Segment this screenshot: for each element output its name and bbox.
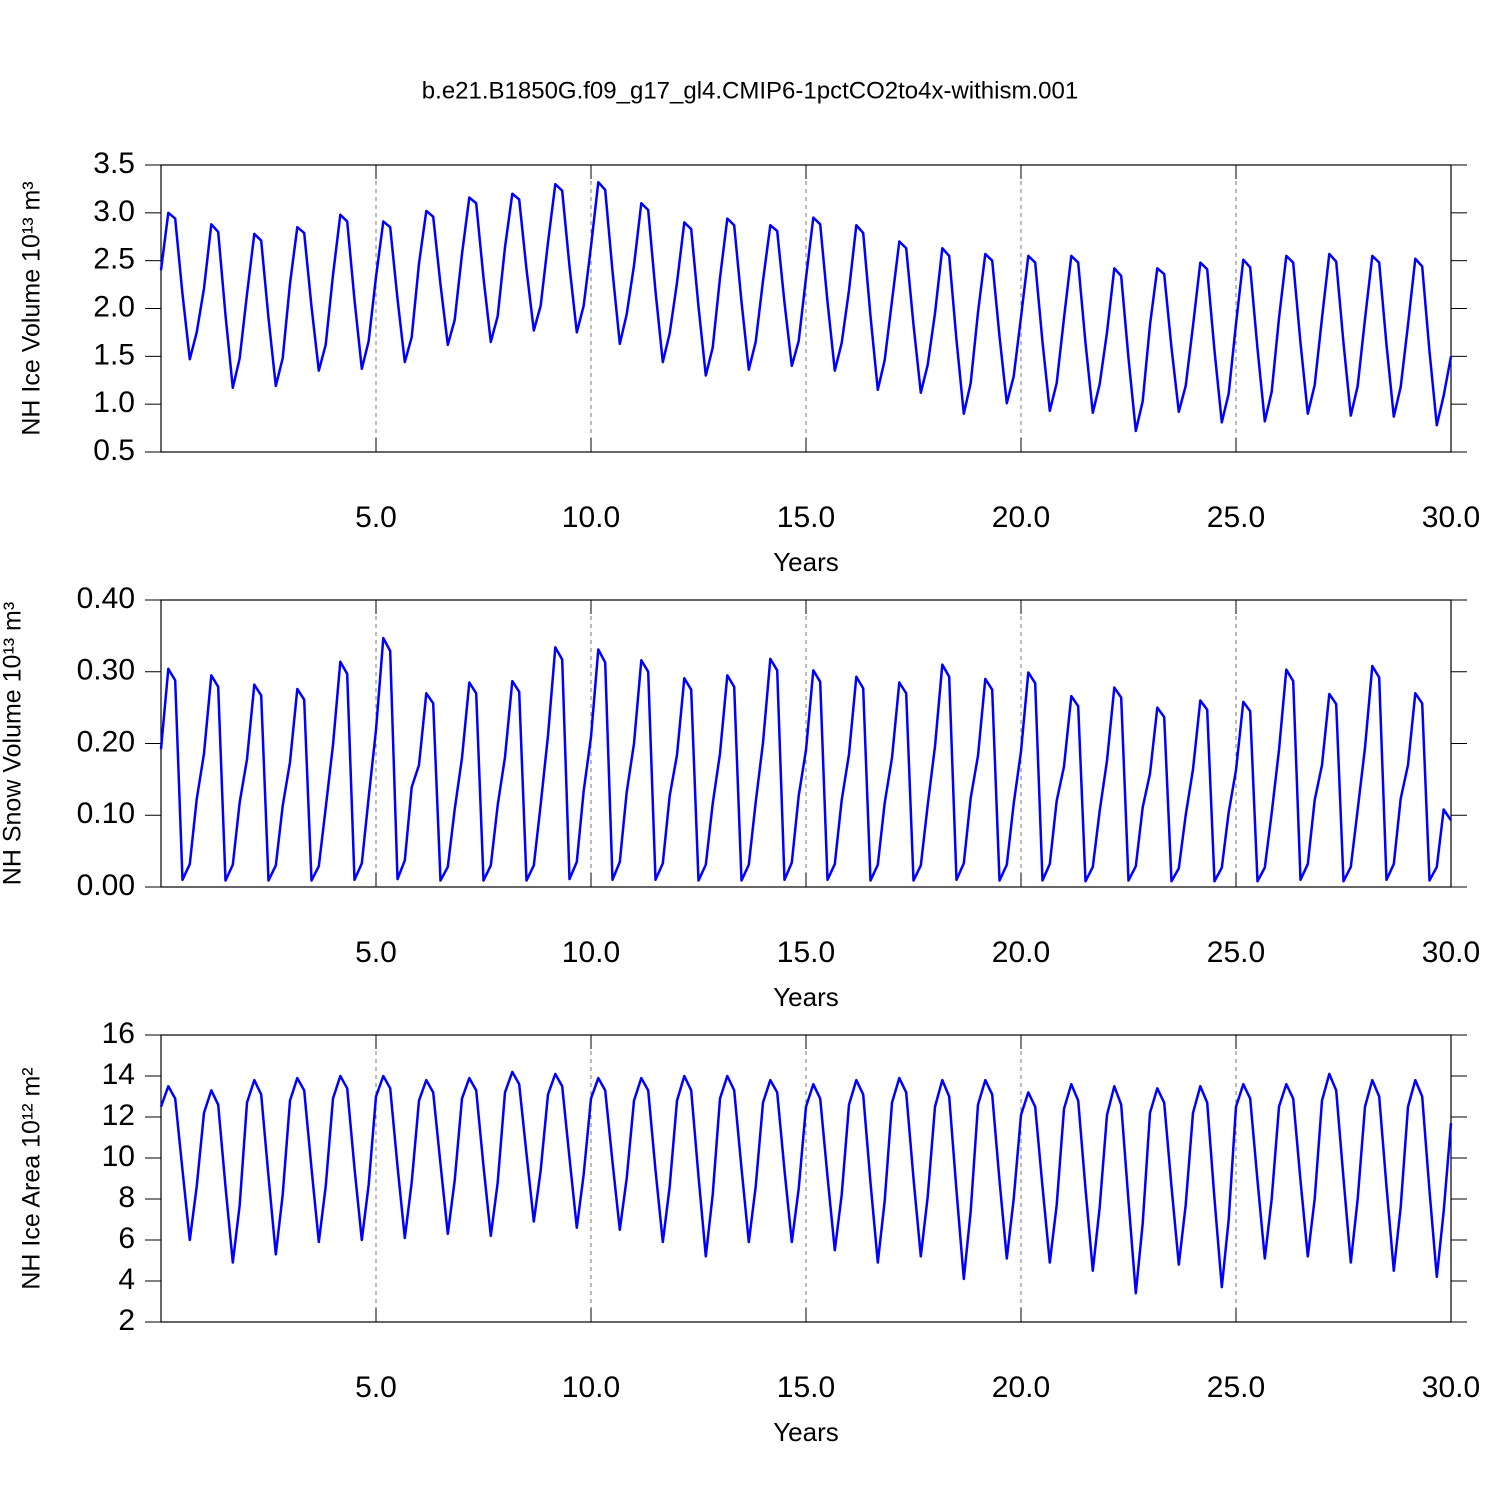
y-tick-label: 10 [102,1140,135,1173]
x-tick-label: 5.0 [355,936,397,969]
y-axis-label: NH Ice Area 10¹² m² [18,1067,46,1289]
x-tick-label: 25.0 [1207,1371,1265,1404]
y-tick-label: 0.00 [77,869,135,902]
x-tick-label: 25.0 [1207,936,1265,969]
x-tick-label: 5.0 [355,501,397,534]
figure-title: b.e21.B1850G.f09_g17_gl4.CMIP6-1pctCO2to… [422,77,1078,104]
data-line [159,636,1453,883]
x-tick-label: 30.0 [1422,501,1480,534]
x-tick-label: 15.0 [777,936,835,969]
x-tick-label: 20.0 [992,936,1050,969]
x-tick-label: 20.0 [992,501,1050,534]
x-tick-label: 5.0 [355,1371,397,1404]
y-tick-label: 14 [102,1058,135,1091]
x-tick-label: 30.0 [1422,1371,1480,1404]
y-tick-label: 2.0 [93,290,135,323]
plot-frame [160,1034,1452,1323]
y-axis-label: NH Snow Volume 10¹³ m³ [0,602,27,885]
data-line [159,180,1453,433]
x-tick-label: 25.0 [1207,501,1265,534]
plot-frame [160,164,1452,453]
x-axis-label: Years [773,547,839,577]
y-tick-label: 2 [118,1304,135,1337]
y-tick-label: 0.10 [77,797,135,830]
y-tick-label: 16 [102,1017,135,1050]
x-tick-label: 30.0 [1422,936,1480,969]
y-tick-label: 1.0 [93,386,135,419]
y-tick-label: 12 [102,1099,135,1132]
data-line [159,1070,1453,1295]
y-tick-label: 8 [118,1181,135,1214]
x-tick-label: 10.0 [562,501,620,534]
y-tick-label: 0.5 [93,434,135,467]
y-tick-label: 0.40 [77,582,135,615]
y-tick-label: 3.0 [93,195,135,228]
y-tick-label: 4 [118,1263,135,1296]
x-tick-label: 10.0 [562,936,620,969]
x-tick-label: 10.0 [562,1371,620,1404]
y-tick-label: 0.20 [77,725,135,758]
x-axis-label: Years [773,1417,839,1447]
y-axis-label: NH Ice Volume 10¹³ m³ [18,181,46,435]
y-tick-label: 2.5 [93,243,135,276]
x-axis-label: Years [773,982,839,1012]
y-tick-label: 1.5 [93,338,135,371]
x-tick-label: 15.0 [777,1371,835,1404]
x-tick-label: 20.0 [992,1371,1050,1404]
x-tick-label: 15.0 [777,501,835,534]
y-tick-label: 6 [118,1222,135,1255]
y-tick-label: 0.30 [77,654,135,687]
y-tick-label: 3.5 [93,147,135,180]
